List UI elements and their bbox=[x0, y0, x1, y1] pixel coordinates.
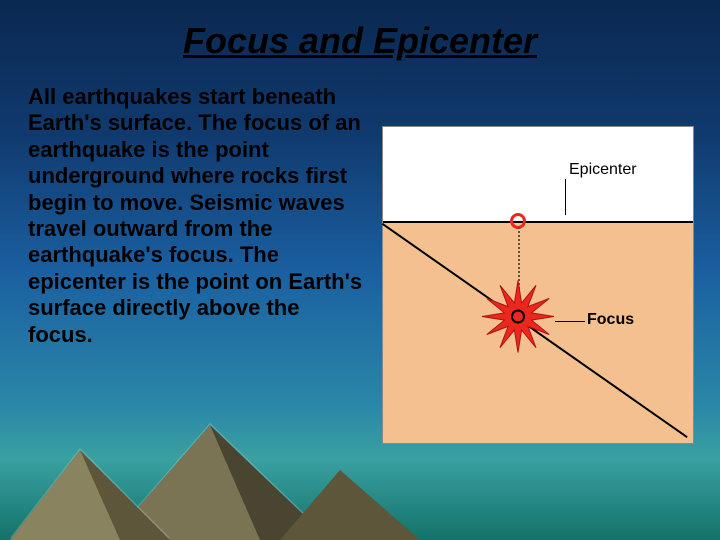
body-paragraph: All earthquakes start beneath Earth's su… bbox=[28, 84, 364, 348]
body-text-block: All earthquakes start beneath Earth's su… bbox=[28, 84, 364, 348]
focus-label-line bbox=[555, 321, 585, 322]
focus-epicenter-diagram: Epicenter Focus bbox=[382, 126, 694, 444]
epicenter-label-line bbox=[565, 179, 566, 215]
focus-burst-marker bbox=[478, 277, 558, 362]
mountain-left-highlight bbox=[10, 450, 120, 540]
focus-label: Focus bbox=[587, 311, 634, 329]
burst-icon bbox=[478, 277, 558, 357]
diagram-sky bbox=[383, 127, 693, 221]
slide: Focus and Epicenter All earthquakes star… bbox=[0, 0, 720, 540]
epicenter-label: Epicenter bbox=[569, 161, 637, 179]
page-title: Focus and Epicenter bbox=[0, 20, 720, 62]
mountain-right bbox=[280, 470, 420, 540]
